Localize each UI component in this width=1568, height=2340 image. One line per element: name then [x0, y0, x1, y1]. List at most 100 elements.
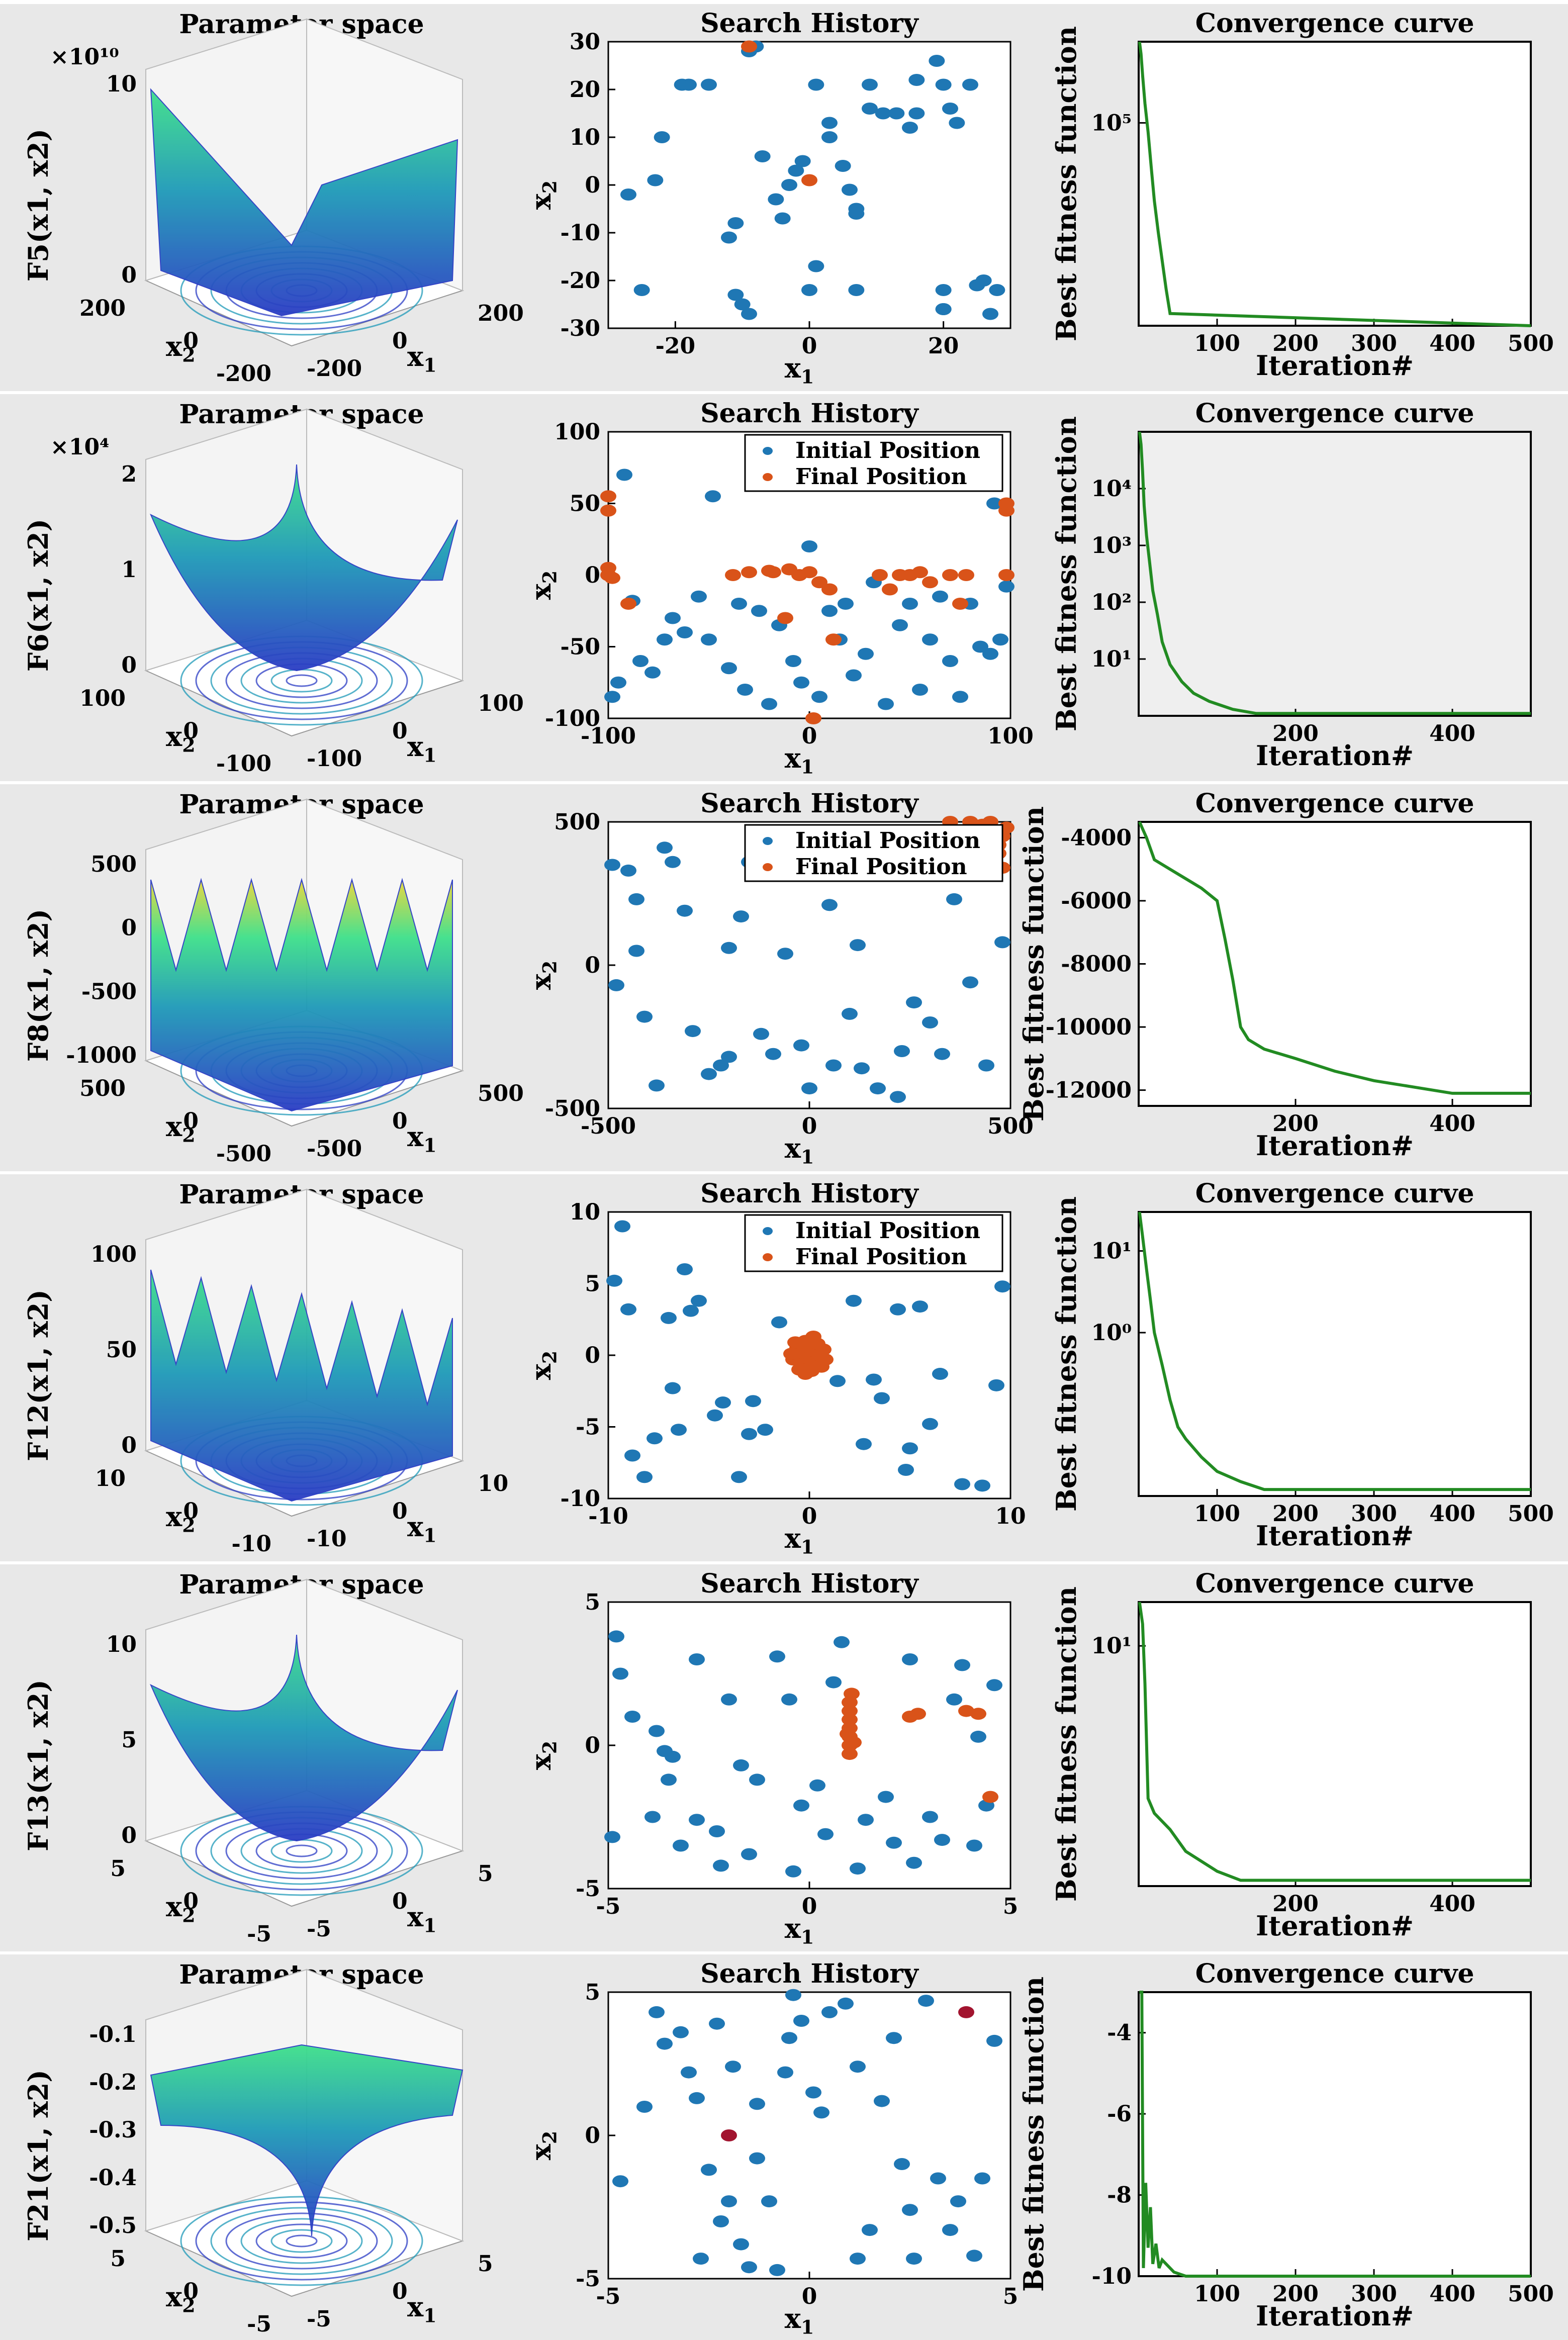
convergence-title: Convergence curve	[1195, 1178, 1474, 1209]
y-axis-label: x2	[525, 1351, 561, 1380]
x2-tick-label: 200	[79, 296, 126, 321]
zlabel: F8(x1, x2)	[22, 909, 54, 1062]
legend-final-label: Final Position	[795, 464, 967, 490]
contour-ring	[255, 2223, 348, 2259]
initial-position-point	[636, 1010, 653, 1023]
x-tick-label: -10	[588, 1504, 628, 1529]
x-tick-label: 300	[1351, 331, 1397, 356]
initial-position-point	[657, 633, 673, 646]
final-position-point	[872, 569, 888, 581]
x-axis-label: x1	[785, 2302, 814, 2338]
initial-position-point	[604, 859, 620, 871]
initial-position-point	[821, 899, 838, 911]
initial-position-point	[624, 1711, 640, 1723]
x2-axis-label: x2	[166, 1891, 196, 1926]
initial-position-point	[838, 1997, 854, 2010]
y-tick-label: -50	[561, 634, 601, 660]
initial-position-point	[906, 2253, 922, 2265]
x1-tick-label: 200	[478, 301, 524, 326]
initial-position-point	[749, 2152, 765, 2165]
y-axis-label: Best fitness function	[1050, 1196, 1082, 1512]
x-tick-label: 0	[802, 1894, 817, 1919]
y-tick-label: -5	[576, 1415, 600, 1440]
surface-mesh	[150, 88, 458, 317]
x-tick-label: 200	[1272, 2281, 1319, 2307]
initial-position-point	[949, 117, 965, 129]
x2-axis-label: x2	[166, 1110, 196, 1146]
x1-axis-label: x1	[407, 1901, 437, 1936]
initial-position-point	[846, 1294, 862, 1307]
initial-position-point	[737, 684, 753, 696]
convergence-title: Convergence curve	[1195, 788, 1474, 819]
initial-position-point	[721, 662, 737, 675]
initial-position-point	[689, 1814, 705, 1826]
x2-tick-label: 100	[79, 686, 126, 711]
x1-tick-label: 0	[392, 2279, 408, 2304]
initial-position-point	[781, 2032, 797, 2044]
initial-position-point	[777, 2066, 793, 2079]
initial-position-point	[934, 1048, 950, 1060]
initial-position-point	[954, 1659, 970, 1671]
initial-position-point	[966, 1839, 982, 1852]
initial-position-point	[788, 164, 804, 177]
initial-position-point	[644, 1811, 661, 1823]
x1-tick-label: 5	[478, 2251, 493, 2277]
initial-position-point	[741, 2261, 757, 2274]
zlabel: F13(x1, x2)	[22, 1679, 54, 1851]
initial-position-point	[705, 490, 721, 503]
y-tick-label: -12000	[1046, 1078, 1132, 1103]
x-axis-label: Iteration#	[1256, 739, 1414, 772]
initial-position-point	[950, 2195, 966, 2208]
y-tick-label: -4000	[1061, 825, 1132, 851]
initial-position-point	[834, 1636, 850, 1648]
y-tick-label: -20	[561, 268, 601, 294]
initial-position-point	[604, 691, 620, 703]
y-tick-label: 10³	[1091, 533, 1132, 558]
convergence-plot: Convergence curve 100 200 300 400 500 10⁵ Itera…	[1050, 8, 1554, 382]
initial-position-point	[912, 1300, 928, 1313]
scatter-axes-box	[607, 1601, 1011, 1890]
contour-ring	[286, 674, 318, 687]
final-position-point	[741, 566, 757, 579]
initial-position-point	[866, 1373, 882, 1386]
y-tick-label: -100	[545, 706, 600, 731]
convergence-line	[1138, 1211, 1531, 1491]
x-axis-label: x1	[785, 742, 814, 778]
convergence-title: Convergence curve	[1195, 398, 1474, 429]
y-axis-label: Best fitness function	[1050, 416, 1082, 731]
initial-position-point	[972, 640, 988, 653]
z-tick-label: -0.4	[89, 2165, 137, 2191]
initial-position-point	[894, 2158, 910, 2170]
initial-position-point	[994, 1280, 1010, 1293]
legend-initial-label: Initial Position	[795, 1218, 980, 1244]
initial-position-point	[657, 2037, 673, 2050]
x2-tick-label: 5	[110, 2246, 126, 2272]
initial-position-point	[862, 2224, 878, 2236]
initial-position-point	[850, 939, 866, 952]
legend-final-marker	[763, 1253, 773, 1261]
initial-position-point	[908, 107, 925, 120]
initial-position-point	[665, 612, 681, 624]
initial-position-point	[633, 284, 650, 296]
initial-position-point	[922, 1016, 938, 1028]
final-position-point	[844, 1688, 860, 1700]
initial-position-point	[753, 1027, 769, 1040]
initial-position-point	[935, 303, 952, 315]
x-axis-label: Iteration#	[1256, 349, 1414, 382]
x1-axis-label: x1	[407, 730, 437, 766]
initial-position-point	[644, 666, 661, 679]
initial-position-point	[850, 2061, 866, 2073]
initial-position-point	[846, 669, 862, 682]
initial-position-point	[962, 976, 978, 989]
y-tick-label: -10	[561, 220, 601, 246]
contour-ring	[195, 2201, 408, 2281]
contour-ring	[240, 2218, 363, 2264]
convergence-axes-box	[1138, 821, 1532, 1107]
initial-position-point	[624, 1449, 640, 1462]
final-position-point	[982, 1791, 998, 1803]
contour-ring	[270, 2229, 333, 2253]
